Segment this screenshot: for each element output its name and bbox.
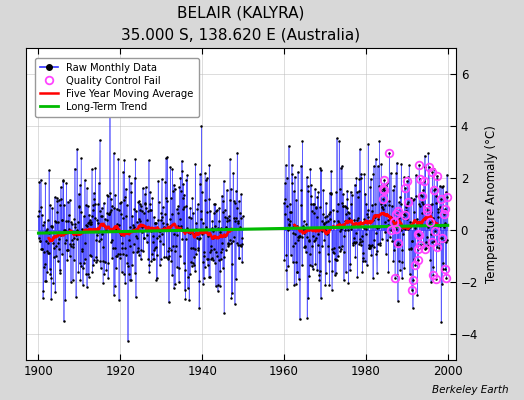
Legend: Raw Monthly Data, Quality Control Fail, Five Year Moving Average, Long-Term Tren: Raw Monthly Data, Quality Control Fail, … — [36, 58, 199, 117]
Title: BELAIR (KALYRA)
35.000 S, 138.620 E (Australia): BELAIR (KALYRA) 35.000 S, 138.620 E (Aus… — [122, 6, 361, 43]
Y-axis label: Temperature Anomaly (°C): Temperature Anomaly (°C) — [485, 125, 498, 283]
Text: Berkeley Earth: Berkeley Earth — [432, 385, 508, 395]
